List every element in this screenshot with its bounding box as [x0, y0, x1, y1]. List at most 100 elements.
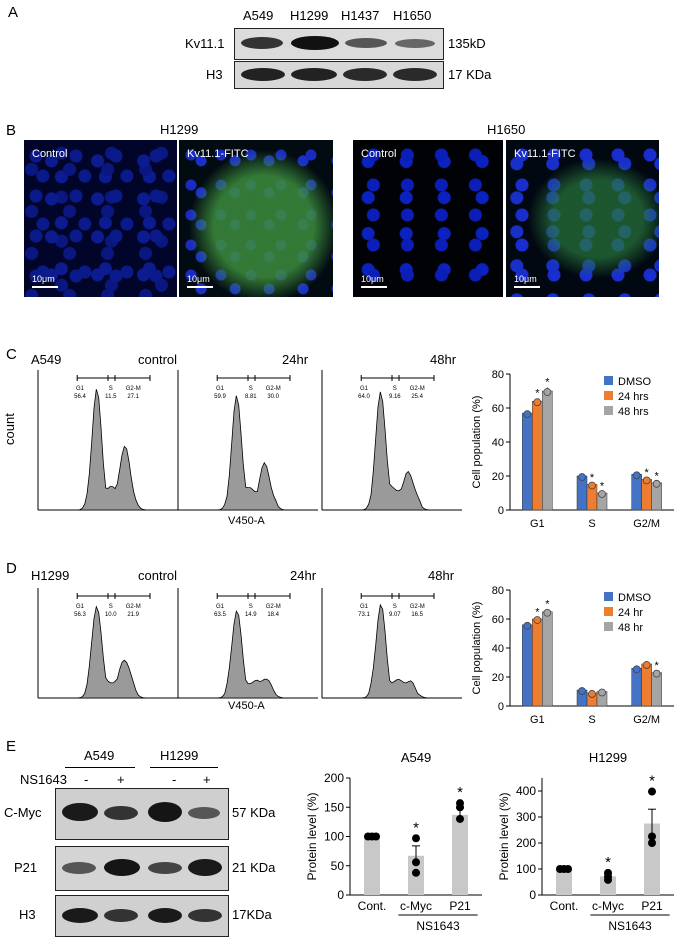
panel-a-letter: A — [8, 4, 19, 21]
gate-value-g1: 56.4 — [74, 394, 86, 400]
data-point — [598, 688, 606, 697]
gate-value-g2m: 30.0 — [267, 394, 279, 400]
y-tick-label: 150 — [324, 800, 344, 814]
data-point — [412, 868, 420, 877]
y-tick-label: 0 — [529, 888, 536, 902]
lane-label-a549: A549 — [243, 8, 274, 23]
hist-curve — [38, 605, 178, 699]
category-label: G1 — [530, 518, 545, 530]
hist-curve — [178, 609, 318, 699]
data-point — [564, 865, 572, 873]
category-label: Cont. — [550, 899, 579, 913]
gate-label-g1: G1 — [76, 604, 85, 610]
micrograph-h1650-fitc: Kv11.1-FITC 10μm — [506, 140, 659, 297]
legend-swatch — [604, 406, 613, 415]
y-axis-label: Protein level (%) — [305, 792, 319, 880]
bar — [364, 836, 380, 895]
legend-label: 24 hr — [618, 607, 643, 619]
scalebar — [187, 286, 213, 288]
data-point — [588, 690, 596, 698]
bar — [522, 412, 533, 511]
size-label-21kda: 21 KDa — [232, 860, 276, 875]
scalebar — [514, 286, 540, 288]
significance-star: * — [413, 819, 419, 836]
hist-title-c-24hr: 24hr — [282, 352, 309, 367]
lane-label-h1650: H1650 — [393, 8, 432, 23]
bar — [576, 475, 588, 511]
gate-label-s: S — [249, 604, 253, 610]
data-point — [578, 473, 586, 481]
size-label-17kda: 17 KDa — [448, 67, 492, 82]
size-label-17kda-e: 17KDa — [232, 907, 272, 922]
panel-b-letter: B — [6, 122, 17, 139]
y-tick-label: 0 — [498, 505, 504, 517]
xlabel-d: V450-A — [228, 700, 265, 712]
xlabel-c: V450-A — [228, 515, 265, 527]
p21-blot — [55, 846, 229, 891]
panel-c-letter: C — [6, 346, 17, 363]
hist-title-d-control: control — [138, 568, 178, 583]
category-label: P21 — [449, 899, 471, 913]
h3-blot-e — [55, 895, 229, 937]
bar — [600, 876, 616, 895]
data-point — [456, 814, 464, 823]
y-tick-label: 20 — [492, 471, 504, 483]
category-label: S — [588, 518, 595, 530]
sign-3: - — [172, 772, 177, 787]
significance-star: * — [545, 599, 550, 611]
cell-cycle-chart-a549: 0 20 40 60 80 Cell population (%) G1 * * S * * G2/M *… — [471, 369, 674, 530]
treatment-label: NS1643 — [20, 772, 67, 787]
bar — [452, 814, 468, 895]
y-tick-label: 60 — [492, 403, 504, 415]
category-label: Cont. — [358, 899, 387, 913]
gate-value-g1: 56.3 — [74, 612, 86, 618]
gate-label-g2m: G2-M — [410, 386, 425, 392]
gate-label-g2m: G2-M — [126, 604, 141, 610]
micro-label-fitc-1: Kv11.1-FITC — [187, 148, 249, 160]
gate-label-s: S — [109, 604, 113, 610]
y-tick-label: 80 — [492, 585, 504, 597]
y-tick-label: 40 — [492, 437, 504, 449]
sign-2: + — [117, 772, 125, 787]
gate-value-s: 10.0 — [105, 612, 117, 618]
gate-label-g1: G1 — [360, 386, 369, 392]
bar — [644, 823, 660, 895]
y-tick-label: 0 — [498, 701, 504, 713]
gate-value-g2m: 27.1 — [127, 394, 139, 400]
hist-curve — [178, 395, 318, 511]
data-point — [642, 661, 651, 669]
data-point — [604, 875, 612, 884]
y-tick-label: 40 — [492, 643, 504, 655]
data-point — [632, 665, 641, 674]
row-label-h3-e: H3 — [19, 907, 36, 922]
gate-label-g2m: G2-M — [126, 386, 141, 392]
h3-blot-a — [234, 61, 444, 89]
gate-value-s: 14.9 — [245, 612, 257, 618]
protein-chart-a549: A549 0 50 100 150 200 Protein level (%) Cont. * c… — [305, 750, 482, 933]
row-label-h3: H3 — [206, 67, 223, 82]
significance-star: * — [535, 388, 540, 400]
bar — [532, 400, 543, 511]
gate-value-g2m: 16.5 — [411, 612, 423, 618]
scale-text: 10μm — [361, 274, 384, 284]
legend-label: 48 hr — [618, 622, 643, 634]
panel-d-letter: D — [6, 560, 17, 577]
y-axis-label: Protein level (%) — [497, 792, 511, 880]
gate-label-g1: G1 — [216, 386, 225, 392]
legend-label: 48 hrs — [618, 406, 649, 418]
significance-star: * — [645, 467, 650, 479]
gate-label-s: S — [249, 386, 253, 392]
data-point — [543, 388, 552, 396]
lane-label-e-h1299: H1299 — [160, 748, 199, 763]
legend-label: DMSO — [618, 376, 651, 388]
protein-chart-h1299: H1299 0 100 200 300 400 Protein level (%) Cont.… — [497, 750, 674, 933]
size-label-135kd: 135kD — [448, 36, 486, 51]
gate-label-s: S — [109, 386, 113, 392]
data-point — [652, 479, 661, 488]
scalebar — [32, 286, 58, 288]
category-label: G1 — [530, 714, 545, 726]
bar — [522, 624, 533, 707]
gate-value-s: 9.16 — [389, 394, 401, 400]
legend-label: 24 hrs — [618, 391, 649, 403]
row-label-p21: P21 — [14, 860, 38, 875]
